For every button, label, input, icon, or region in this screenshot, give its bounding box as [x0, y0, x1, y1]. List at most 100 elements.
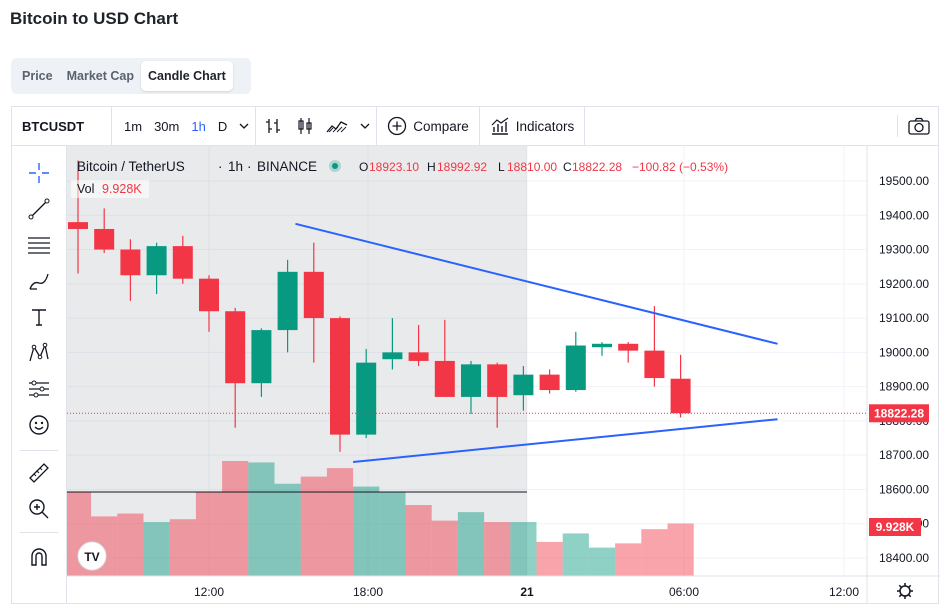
- chart-widget: BTCUSDT 1m 30m 1h D Compare Indicators: [11, 106, 940, 604]
- candle: [199, 275, 219, 332]
- indicators-icon: [491, 117, 509, 135]
- volume-bar: [484, 522, 511, 576]
- symbol-search[interactable]: BTCUSDT: [12, 107, 112, 145]
- crosshair-icon[interactable]: [26, 160, 52, 186]
- compare-button[interactable]: Compare: [377, 107, 479, 145]
- zoom-in-icon[interactable]: [26, 496, 52, 522]
- tab-price[interactable]: Price: [22, 69, 53, 83]
- candle: [618, 342, 639, 363]
- fib-retracement-icon[interactable]: [26, 232, 52, 258]
- svg-text:18822.28: 18822.28: [874, 406, 924, 420]
- volume-bar: [379, 492, 406, 576]
- text-icon[interactable]: [26, 304, 52, 330]
- drawing-toolbar: [12, 146, 67, 603]
- market-open-indicator: [332, 163, 338, 169]
- trend-line[interactable]: [295, 222, 778, 345]
- indicators-button[interactable]: Indicators: [480, 107, 585, 145]
- legend-close: 18822.28: [572, 160, 622, 174]
- volume-bar: [274, 483, 301, 576]
- time-axis-label: 21: [520, 585, 534, 599]
- volume-bar: [641, 529, 668, 576]
- price-axis-label: 19200.00: [879, 277, 929, 291]
- candle: [146, 242, 167, 295]
- legend-low: 18810.00: [507, 160, 557, 174]
- ruler-icon[interactable]: [26, 460, 52, 486]
- legend: Bitcoin / TetherUS · 1h · BINANCE O 1892…: [71, 159, 728, 198]
- candle: [644, 306, 665, 387]
- legend-pair: Bitcoin / TetherUS: [77, 159, 185, 174]
- svg-text:H: H: [427, 160, 436, 174]
- trend-line-icon[interactable]: [26, 196, 52, 222]
- page-title: Bitcoin to USD Chart: [10, 9, 179, 28]
- volume-bar: [510, 522, 537, 576]
- price-axis-label: 18700.00: [879, 448, 929, 462]
- tradingview-logo[interactable]: TV: [77, 541, 107, 571]
- svg-text:TV: TV: [84, 550, 99, 564]
- pattern-icon[interactable]: [26, 340, 52, 366]
- legend-interval: 1h: [228, 159, 243, 174]
- compare-label: Compare: [413, 118, 469, 134]
- price-chart[interactable]: 19500.00 19400.00 19300.00 19200.00 19100.00…: [67, 146, 940, 603]
- interval-1d[interactable]: D: [217, 118, 228, 134]
- magnet-icon[interactable]: [26, 544, 52, 570]
- interval-1h[interactable]: 1h: [191, 118, 206, 134]
- candle: [434, 319, 455, 397]
- bar-chart-style-icon[interactable]: [256, 107, 290, 145]
- candle: [670, 354, 691, 418]
- prediction-icon[interactable]: [26, 376, 52, 402]
- volume-bar: [169, 519, 196, 576]
- candle: [251, 328, 272, 397]
- svg-text:·: ·: [247, 159, 252, 174]
- price-axis-label: 18900.00: [879, 380, 929, 394]
- candle: [487, 362, 508, 428]
- legend-open: 18923.10: [369, 160, 419, 174]
- legend-change: −100.82 (−0.53%): [632, 160, 728, 174]
- chevron-down-icon[interactable]: [354, 107, 376, 145]
- volume-bar: [222, 461, 249, 576]
- area-style-icon[interactable]: [320, 107, 354, 145]
- volume-bar: [615, 543, 642, 576]
- volume-bar: [195, 492, 223, 576]
- candle: [330, 316, 350, 452]
- price-axis-label: 18600.00: [879, 482, 929, 496]
- volume-bar: [326, 468, 354, 576]
- interval-1m[interactable]: 1m: [124, 118, 143, 134]
- candle: [172, 235, 193, 284]
- svg-text:9.928K: 9.928K: [876, 520, 915, 534]
- legend-vol-label: Vol: [77, 182, 94, 196]
- trend-line[interactable]: [352, 418, 778, 464]
- emoji-icon[interactable]: [26, 412, 52, 438]
- volume-bar: [562, 533, 589, 576]
- camera-icon[interactable]: [897, 115, 930, 137]
- candle: [565, 331, 586, 392]
- brush-icon[interactable]: [26, 268, 52, 294]
- volume-bar: [405, 505, 432, 576]
- price-axis-label: 19500.00: [879, 174, 929, 188]
- svg-text:L: L: [498, 160, 505, 174]
- candle: [408, 324, 429, 367]
- candle: [94, 208, 115, 253]
- candle: [461, 360, 481, 415]
- volume-bar: [248, 462, 275, 576]
- tab-market-cap[interactable]: Market Cap: [66, 69, 134, 83]
- indicators-label: Indicators: [515, 118, 575, 134]
- volume-bar: [431, 520, 458, 576]
- volume-bar: [536, 541, 563, 576]
- svg-text:O: O: [359, 160, 368, 174]
- tab-candle-chart[interactable]: Candle Chart: [140, 61, 233, 91]
- chevron-down-icon[interactable]: [233, 107, 255, 145]
- time-axis-label: 18:00: [353, 585, 383, 599]
- candle: [225, 307, 246, 428]
- time-axis-label: 12:00: [829, 585, 859, 599]
- candle: [120, 239, 141, 301]
- candle-style-icon[interactable]: [290, 107, 320, 145]
- volume-bar: [457, 512, 485, 576]
- volume-bar: [143, 522, 170, 576]
- last-price-label: 18822.28: [869, 404, 929, 423]
- interval-30m[interactable]: 30m: [154, 118, 180, 134]
- chart-toolbar: BTCUSDT 1m 30m 1h D Compare Indicators: [12, 107, 938, 146]
- settings-gear-icon[interactable]: [897, 583, 913, 599]
- legend-high: 18992.92: [437, 160, 487, 174]
- price-axis-label: 19400.00: [879, 208, 929, 222]
- legend-exchange: BINANCE: [257, 159, 317, 174]
